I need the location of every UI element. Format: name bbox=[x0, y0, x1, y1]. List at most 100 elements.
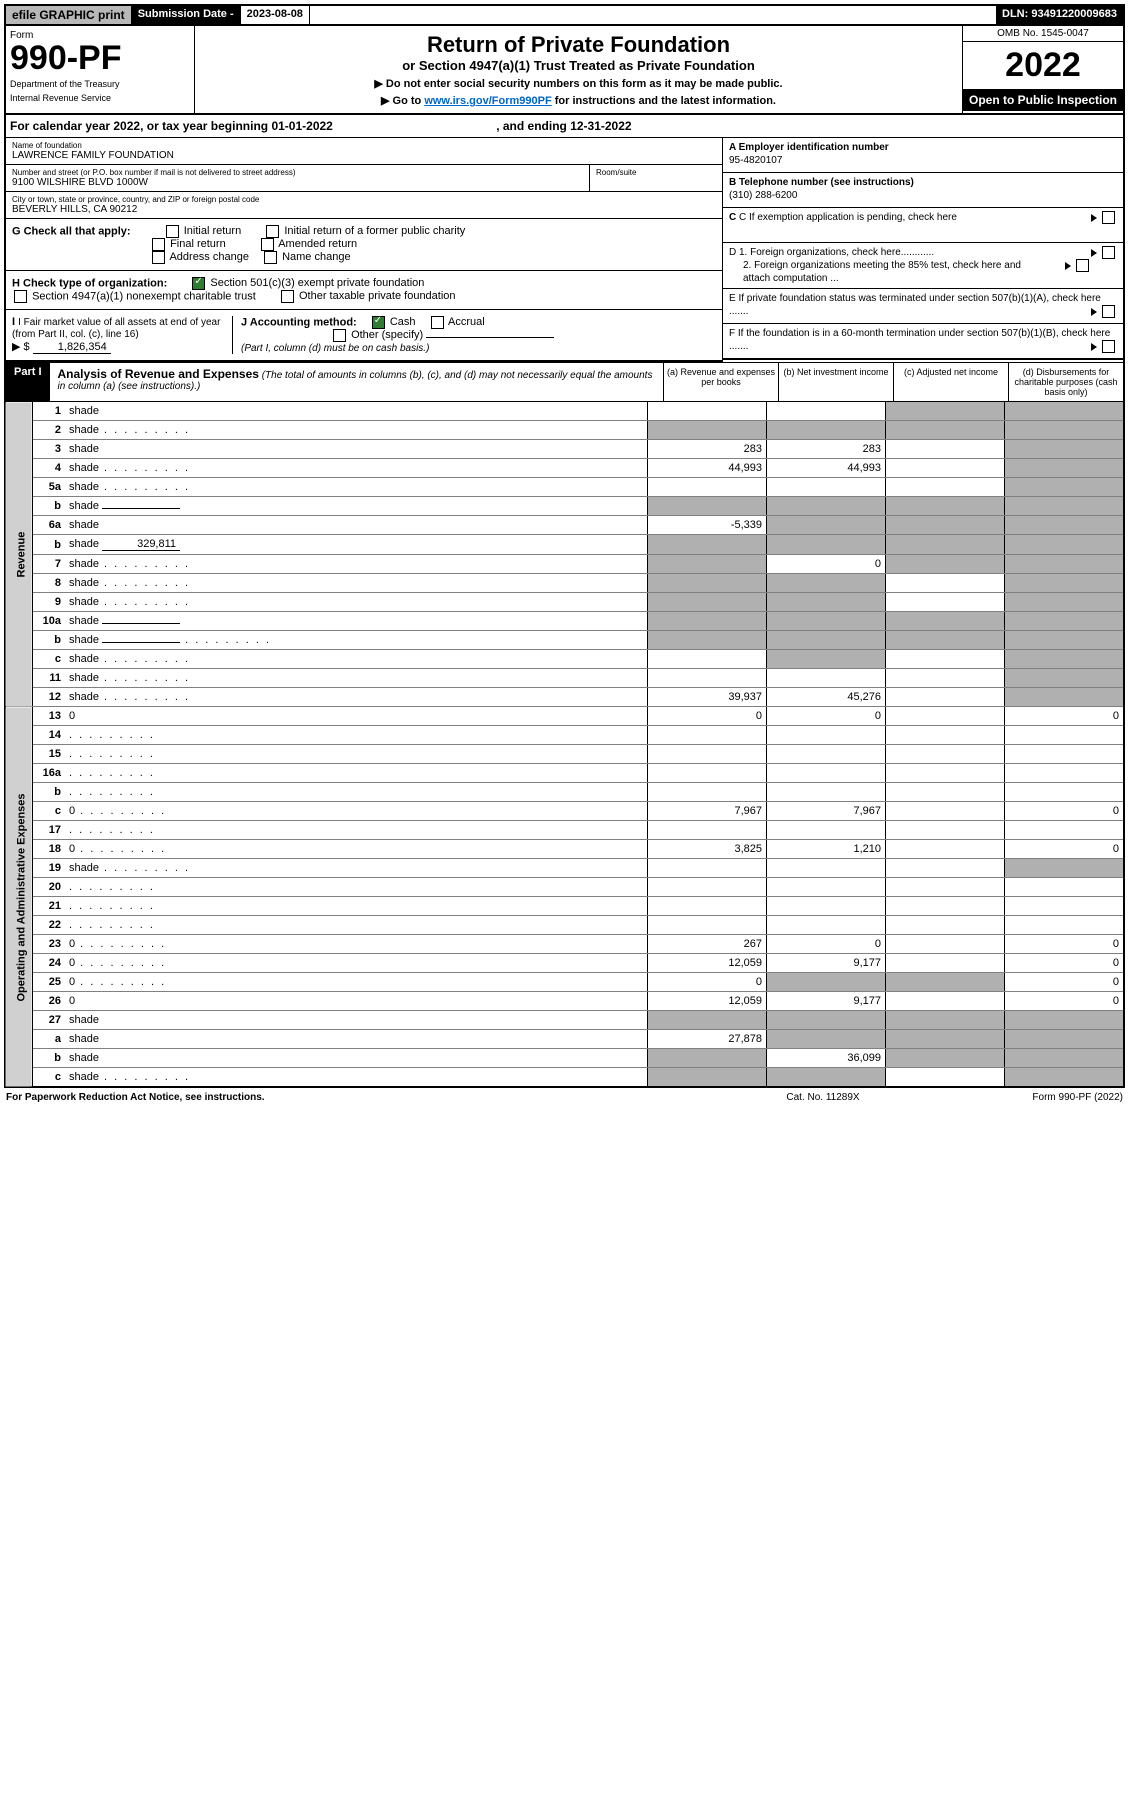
line-description: shade bbox=[65, 1011, 648, 1030]
fmv-value: 1,826,354 bbox=[33, 341, 111, 354]
form-header: Form 990-PF Department of the Treasury I… bbox=[4, 26, 1125, 115]
501c3-checkbox[interactable] bbox=[192, 277, 205, 290]
cash-checkbox[interactable] bbox=[372, 316, 385, 329]
section-g: G Check all that apply: Initial return I… bbox=[6, 219, 722, 271]
line-row: Revenue1shade bbox=[5, 402, 1124, 421]
line-description: shade bbox=[65, 612, 648, 631]
other-method-checkbox[interactable] bbox=[333, 329, 346, 342]
amount-cell bbox=[648, 669, 767, 688]
line-description: 0 bbox=[65, 840, 648, 859]
line-number: b bbox=[33, 1049, 66, 1068]
exemption-checkbox[interactable] bbox=[1102, 211, 1115, 224]
amount-cell bbox=[1005, 402, 1125, 421]
ein-value: 95-4820107 bbox=[729, 155, 782, 166]
amount-cell: 0 bbox=[767, 707, 886, 726]
line-description: shade bbox=[65, 574, 648, 593]
final-return-checkbox[interactable] bbox=[152, 238, 165, 251]
line-number: 24 bbox=[33, 954, 66, 973]
line-row: 2shade bbox=[5, 421, 1124, 440]
line-number: 14 bbox=[33, 726, 66, 745]
efile-label[interactable]: efile GRAPHIC print bbox=[6, 6, 132, 24]
amount-cell bbox=[1005, 669, 1125, 688]
line-number: 21 bbox=[33, 897, 66, 916]
subtitle: or Section 4947(a)(1) Trust Treated as P… bbox=[201, 58, 956, 73]
line-description: shade bbox=[65, 1030, 648, 1049]
amount-cell: 3,825 bbox=[648, 840, 767, 859]
e-checkbox[interactable] bbox=[1102, 305, 1115, 318]
amount-cell bbox=[648, 574, 767, 593]
f-checkbox[interactable] bbox=[1102, 340, 1115, 353]
amount-cell bbox=[648, 1011, 767, 1030]
line-description bbox=[65, 745, 648, 764]
line-description: shade bbox=[65, 402, 648, 421]
amount-cell bbox=[767, 726, 886, 745]
amount-cell bbox=[1005, 555, 1125, 574]
amount-cell bbox=[767, 821, 886, 840]
amount-cell: 283 bbox=[648, 440, 767, 459]
dept-treasury: Department of the Treasury bbox=[10, 79, 190, 89]
initial-return-checkbox[interactable] bbox=[166, 225, 179, 238]
line-description: shade bbox=[65, 593, 648, 612]
revenue-side-label: Revenue bbox=[5, 402, 33, 707]
amount-cell bbox=[1005, 1049, 1125, 1068]
line-number: 17 bbox=[33, 821, 66, 840]
amount-cell bbox=[1005, 421, 1125, 440]
form-link[interactable]: www.irs.gov/Form990PF bbox=[424, 95, 551, 107]
d1-checkbox[interactable] bbox=[1102, 246, 1115, 259]
amount-cell bbox=[1005, 535, 1125, 555]
address-change-checkbox[interactable] bbox=[152, 251, 165, 264]
accrual-checkbox[interactable] bbox=[431, 316, 444, 329]
amount-cell bbox=[648, 878, 767, 897]
name-change-checkbox[interactable] bbox=[264, 251, 277, 264]
amount-cell bbox=[1005, 516, 1125, 535]
amount-cell bbox=[1005, 726, 1125, 745]
line-row: bshade bbox=[5, 631, 1124, 650]
city-state-zip: BEVERLY HILLS, CA 90212 bbox=[12, 204, 716, 215]
entity-info-grid: Name of foundation LAWRENCE FAMILY FOUND… bbox=[4, 138, 1125, 362]
amount-cell bbox=[648, 745, 767, 764]
amount-cell: 0 bbox=[767, 555, 886, 574]
irs-label: Internal Revenue Service bbox=[10, 93, 190, 103]
amount-cell: 12,059 bbox=[648, 954, 767, 973]
line-row: 15 bbox=[5, 745, 1124, 764]
amount-cell bbox=[648, 916, 767, 935]
amount-cell bbox=[886, 535, 1005, 555]
4947-checkbox[interactable] bbox=[14, 290, 27, 303]
line-row: 4shade44,99344,993 bbox=[5, 459, 1124, 478]
d1-label: D 1. Foreign organizations, check here..… bbox=[729, 247, 934, 258]
amount-cell bbox=[886, 840, 1005, 859]
other-taxable-checkbox[interactable] bbox=[281, 290, 294, 303]
amount-cell bbox=[767, 764, 886, 783]
line-number: 20 bbox=[33, 878, 66, 897]
amount-cell bbox=[648, 821, 767, 840]
amount-cell bbox=[886, 821, 1005, 840]
amount-cell bbox=[767, 745, 886, 764]
amount-cell bbox=[1005, 574, 1125, 593]
submission-date-value: 2023-08-08 bbox=[241, 6, 310, 24]
col-b-header: (b) Net investment income bbox=[778, 363, 893, 401]
amount-cell bbox=[767, 574, 886, 593]
line-description: shade bbox=[65, 859, 648, 878]
line-row: 9shade bbox=[5, 593, 1124, 612]
line-number: c bbox=[33, 1068, 66, 1088]
open-to-public: Open to Public Inspection bbox=[963, 89, 1123, 111]
amount-cell bbox=[648, 612, 767, 631]
phone-label: B Telephone number (see instructions) bbox=[729, 177, 914, 188]
f-label: F If the foundation is in a 60-month ter… bbox=[729, 328, 1110, 352]
amount-cell bbox=[1005, 764, 1125, 783]
amount-cell bbox=[767, 1030, 886, 1049]
line-row: 21 bbox=[5, 897, 1124, 916]
d2-checkbox[interactable] bbox=[1076, 259, 1089, 272]
amount-cell bbox=[886, 783, 1005, 802]
line-row: 14 bbox=[5, 726, 1124, 745]
line-number: 16a bbox=[33, 764, 66, 783]
amended-checkbox[interactable] bbox=[261, 238, 274, 251]
address-label: Number and street (or P.O. box number if… bbox=[12, 168, 583, 177]
initial-former-checkbox[interactable] bbox=[266, 225, 279, 238]
line-row: 24012,0599,1770 bbox=[5, 954, 1124, 973]
amount-cell bbox=[1005, 1068, 1125, 1088]
line-number: 22 bbox=[33, 916, 66, 935]
form-number: 990-PF bbox=[10, 41, 190, 75]
line-description: 0 bbox=[65, 954, 648, 973]
line-number: 9 bbox=[33, 593, 66, 612]
